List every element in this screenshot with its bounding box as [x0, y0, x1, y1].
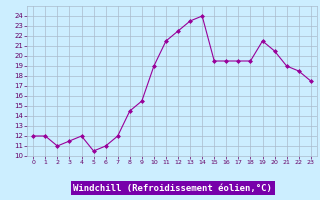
- Text: Windchill (Refroidissement éolien,°C): Windchill (Refroidissement éolien,°C): [73, 184, 272, 192]
